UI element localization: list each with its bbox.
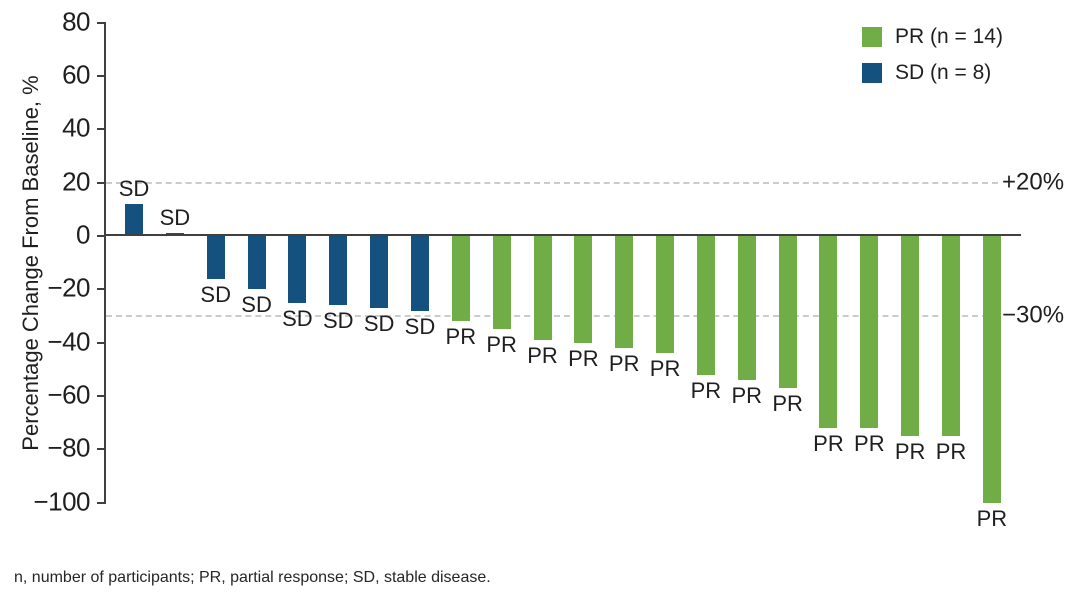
bar-pr: [942, 236, 960, 436]
reference-line: [106, 315, 998, 317]
bar-sd: [288, 236, 307, 303]
pr-swatch-icon: [862, 27, 882, 47]
bar-label: SD: [159, 205, 191, 231]
sd-swatch-icon: [862, 63, 882, 83]
bar-label: PR: [976, 505, 1008, 531]
bar-pr: [737, 236, 756, 380]
bar-sd: [206, 236, 225, 279]
bar-label: PR: [486, 332, 517, 358]
bar-label: PR: [731, 383, 763, 408]
bar-label: PR: [772, 391, 803, 416]
bar-label: PR: [608, 351, 640, 376]
y-tick-label: 60: [62, 59, 90, 90]
legend-item-pr: PR (n = 14): [862, 25, 1003, 49]
bar-label: SD: [363, 311, 395, 336]
y-axis-line: [104, 22, 106, 504]
reference-line-label: −30%: [1002, 301, 1065, 329]
y-tick-mark: [97, 181, 106, 184]
bar-pr: [451, 236, 470, 322]
bar-label: PR: [690, 377, 722, 403]
y-tick-label: 20: [62, 165, 90, 196]
y-tick-mark: [97, 288, 106, 291]
bar-label: PR: [568, 345, 599, 371]
y-tick-mark: [97, 128, 106, 131]
bar-label: PR: [813, 431, 844, 456]
bar-pr: [656, 236, 675, 354]
zero-baseline: [106, 234, 1021, 236]
bar-label: SD: [404, 313, 436, 339]
bar-sd: [410, 236, 429, 311]
bar-label: SD: [282, 305, 313, 331]
bar-label: SD: [241, 292, 272, 318]
y-tick-mark: [97, 235, 106, 237]
legend-label-pr: PR (n = 14): [895, 25, 1003, 48]
bar-pr: [819, 236, 838, 428]
bar-label: SD: [118, 175, 150, 201]
bar-sd: [370, 236, 389, 308]
bar-label: PR: [894, 439, 926, 464]
bar-label: PR: [527, 343, 558, 368]
bar-sd: [329, 236, 348, 306]
y-tick-mark: [97, 395, 106, 397]
bar-pr: [492, 236, 511, 330]
bar-label: PR: [935, 439, 967, 464]
y-tick-label: 0: [76, 219, 90, 250]
y-tick-label: 40: [62, 112, 90, 143]
y-tick-label: −100: [33, 485, 90, 516]
y-tick-mark: [97, 341, 106, 344]
legend-label-sd: SD (n = 8): [895, 61, 992, 84]
bar-pr: [901, 236, 920, 436]
bar-pr: [860, 236, 879, 428]
footnote: n, number of participants; PR, partial r…: [14, 569, 491, 586]
bar-label: PR: [445, 324, 477, 350]
bar-label: SD: [200, 281, 231, 307]
bar-pr: [574, 236, 593, 343]
reference-line-label: +20%: [1002, 168, 1065, 196]
legend: PR (n = 14) SD (n = 8): [862, 25, 1003, 85]
y-tick-mark: [97, 501, 106, 504]
plot-area: 80 60 40 20 0 −20 −40 −60 −80 −100 +20% −30% SD SD SD S…: [33, 6, 1064, 531]
bar-label: PR: [649, 356, 681, 382]
bar-sd: [247, 236, 266, 290]
bar-label: PR: [854, 431, 885, 456]
bar-pr: [696, 236, 715, 375]
bar-pr: [533, 236, 552, 340]
bar-pr: [982, 236, 1001, 503]
y-tick-label: −20: [47, 272, 90, 303]
y-tick-mark: [97, 448, 106, 451]
y-tick-label: −80: [47, 432, 90, 463]
y-tick-label: 80: [62, 5, 90, 36]
y-tick-mark: [97, 74, 106, 77]
reference-line: [106, 181, 998, 184]
bar-sd: [125, 203, 143, 236]
bar-pr: [615, 236, 634, 348]
bar-pr: [778, 236, 797, 388]
y-tick-mark: [97, 21, 106, 24]
y-tick-label: −40: [47, 325, 90, 356]
bar-label: SD: [322, 308, 354, 334]
legend-item-sd: SD (n = 8): [862, 61, 1003, 85]
y-tick-label: −60: [47, 379, 90, 410]
